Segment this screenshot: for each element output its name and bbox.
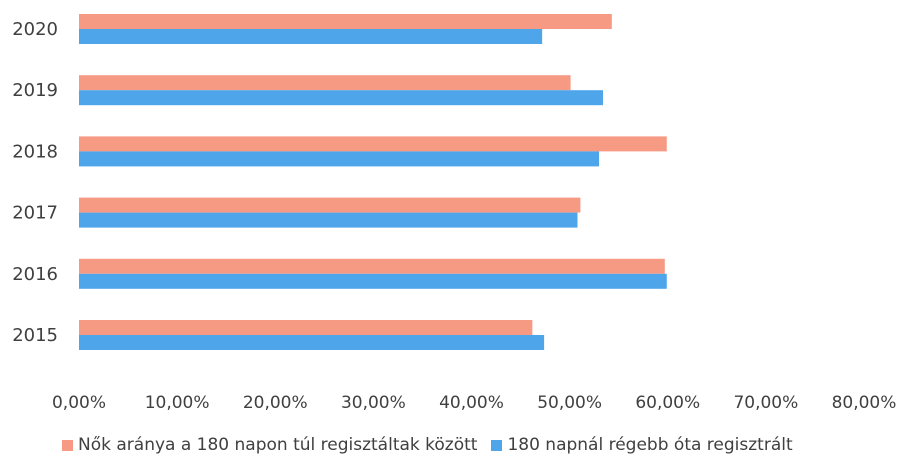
category-label-2018: 2018 bbox=[12, 141, 58, 162]
bar-2019-series-1 bbox=[79, 75, 571, 91]
x-tick-label-0: 0,00% bbox=[52, 393, 106, 413]
bar-2017-series-1 bbox=[79, 197, 581, 213]
x-tick-label-6: 60,00% bbox=[635, 393, 700, 413]
bar-2018-series-1 bbox=[79, 136, 667, 152]
bar-2020-series-1 bbox=[79, 14, 612, 29]
x-tick-label-3: 30,00% bbox=[341, 393, 406, 413]
legend-item-series-1: Nők aránya a 180 napon túl regisztáltak … bbox=[62, 435, 477, 455]
category-label-2016: 2016 bbox=[12, 264, 58, 285]
category-labels: 2015 2016 2017 2018 2019 2020 bbox=[12, 19, 58, 346]
x-tick-label-7: 70,00% bbox=[733, 393, 798, 413]
category-label-2019: 2019 bbox=[12, 80, 58, 101]
bar-2020-series-2 bbox=[79, 29, 543, 44]
legend-swatch-series-1 bbox=[62, 439, 73, 451]
x-tick-label-1: 10,00% bbox=[145, 393, 210, 413]
legend-item-series-2: 180 napnál régebb óta regisztrált bbox=[491, 435, 793, 455]
legend: Nők aránya a 180 napon túl regisztáltak … bbox=[62, 433, 900, 457]
legend-label-series-2: 180 napnál régebb óta regisztrált bbox=[507, 435, 793, 455]
x-tick-label-2: 20,00% bbox=[243, 393, 308, 413]
bar-2017-series-2 bbox=[79, 212, 578, 228]
x-tick-label-5: 50,00% bbox=[537, 393, 602, 413]
x-tick-label-8: 80,00% bbox=[832, 393, 897, 413]
bars bbox=[79, 14, 667, 350]
legend-label-series-1: Nők aránya a 180 napon túl regisztáltak … bbox=[78, 435, 478, 455]
bar-2019-series-2 bbox=[79, 90, 603, 106]
legend-swatch-series-2 bbox=[491, 439, 503, 451]
category-label-2020: 2020 bbox=[12, 19, 58, 40]
bar-2018-series-2 bbox=[79, 151, 600, 167]
category-label-2015: 2015 bbox=[12, 325, 58, 346]
bar-2015-series-2 bbox=[79, 335, 545, 350]
x-axis-tick-labels: 0,00% 10,00% 20,00% 30,00% 40,00% 50,00% 60,00… bbox=[52, 393, 896, 413]
bar-2016-series-1 bbox=[79, 258, 665, 274]
bar-2016-series-2 bbox=[79, 273, 667, 289]
category-label-2017: 2017 bbox=[12, 203, 58, 224]
x-tick-label-4: 40,00% bbox=[439, 393, 504, 413]
bar-2015-series-1 bbox=[79, 320, 533, 335]
